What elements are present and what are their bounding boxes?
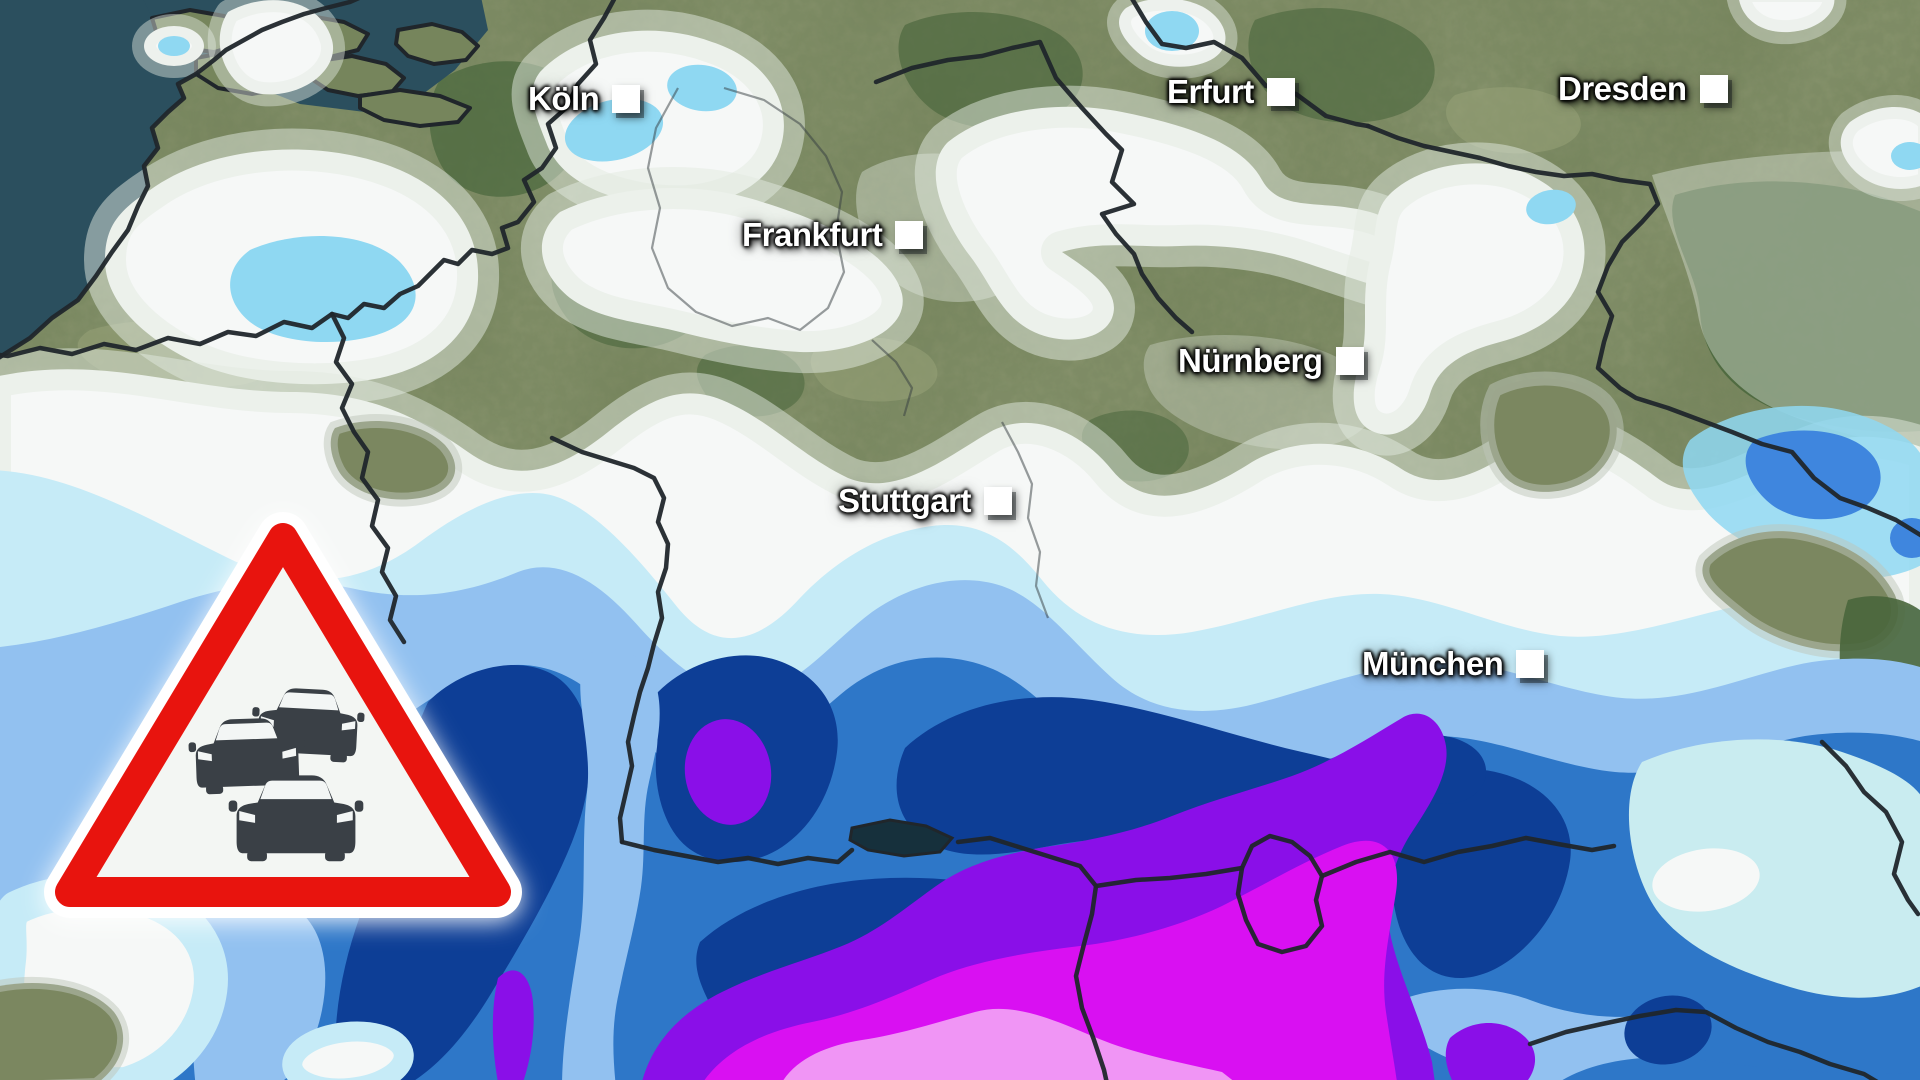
purple-spot-schwarzwald [684, 719, 772, 825]
snow-blob-sw2 [282, 1021, 414, 1080]
field-patch [1446, 87, 1581, 154]
city-square-icon [983, 487, 1012, 515]
city-marker-erfurt: Erfurt [1167, 74, 1295, 110]
city-marker-stuttgart: Stuttgart [838, 483, 1012, 519]
terrain-gap-corner [0, 977, 129, 1080]
state-border-hessen [646, 86, 846, 332]
snow-blob-frankfurt [521, 167, 924, 374]
snow-patches-north [84, 0, 1920, 456]
city-square-icon [1266, 78, 1295, 106]
sleet-core [1891, 142, 1920, 170]
border-coast [0, 0, 361, 360]
city-marker-nuernberg: Nürnberg [1178, 343, 1364, 379]
snow-spot-se [1652, 848, 1760, 912]
island [394, 22, 480, 66]
snow-blob-center [914, 85, 1501, 361]
city-label: Köln [528, 80, 600, 117]
border-at-internal [1527, 1007, 1879, 1080]
city-label: Dresden [1558, 70, 1687, 107]
border-at-east [1319, 835, 1617, 879]
forest-patch-cz [1672, 181, 1920, 432]
state-border-w [871, 339, 914, 417]
city-label: Erfurt [1167, 73, 1254, 110]
lake-constance [848, 818, 955, 858]
border-thuringia [873, 39, 1195, 335]
city-label: Nürnberg [1178, 342, 1323, 379]
terrain-gap [323, 414, 463, 507]
city-square-icon [612, 85, 641, 113]
city-marker-dresden: Dresden [1558, 71, 1728, 107]
veil [1143, 334, 1375, 450]
border-de-cz [1365, 123, 1920, 538]
band-magenta [704, 840, 1397, 1080]
sleet-core [1526, 189, 1576, 225]
border-nl-de [329, 0, 617, 321]
light-blue-stripe-sw [192, 894, 326, 1080]
city-square-icon [1335, 347, 1364, 375]
sleet-core [158, 36, 190, 56]
border-fr-de [549, 435, 671, 845]
snow-blob-corner [1726, 0, 1847, 45]
city-marker-frankfurt: Frankfurt [742, 216, 924, 253]
terrain-gap [1480, 371, 1624, 499]
city-marker-koeln: Köln [528, 80, 641, 117]
city-square-icon [1699, 75, 1728, 103]
rhine-corridor [562, 649, 660, 1080]
city-square-icon [895, 221, 924, 249]
state-border-bw-by [1001, 421, 1050, 619]
border-berchtesgaden [1235, 833, 1325, 955]
city-label: Stuttgart [838, 482, 971, 519]
city-square-icon [1516, 650, 1545, 678]
veil [1652, 151, 1920, 451]
snow-blob-ne [1828, 95, 1920, 201]
city-label: München [1362, 645, 1504, 682]
border-be-de [329, 311, 407, 645]
border-at-west [955, 835, 1109, 1080]
purple-blob-east [1445, 1023, 1535, 1080]
island [358, 88, 472, 128]
purple-sliver [492, 970, 534, 1080]
snow-blob-vogtland [1332, 142, 1606, 456]
navy-blob-east [1390, 768, 1571, 979]
city-marker-muenchen: München [1362, 645, 1545, 682]
precip-south [0, 348, 1920, 1080]
border-ch-de [619, 839, 855, 867]
sleet-core [564, 98, 664, 162]
traffic-jam-warning-sign [44, 512, 522, 918]
border-cz-at [1819, 739, 1920, 917]
city-label: Frankfurt [742, 216, 883, 253]
sleet-core-nw [230, 236, 416, 343]
border-be-nl [0, 311, 335, 359]
band-pink [783, 1009, 1233, 1080]
border-top-center [1130, 0, 1371, 129]
sleet-core [667, 64, 737, 112]
border-at-north [1093, 865, 1245, 889]
mint-blob-se [1628, 739, 1920, 998]
snow-blob [207, 0, 345, 107]
